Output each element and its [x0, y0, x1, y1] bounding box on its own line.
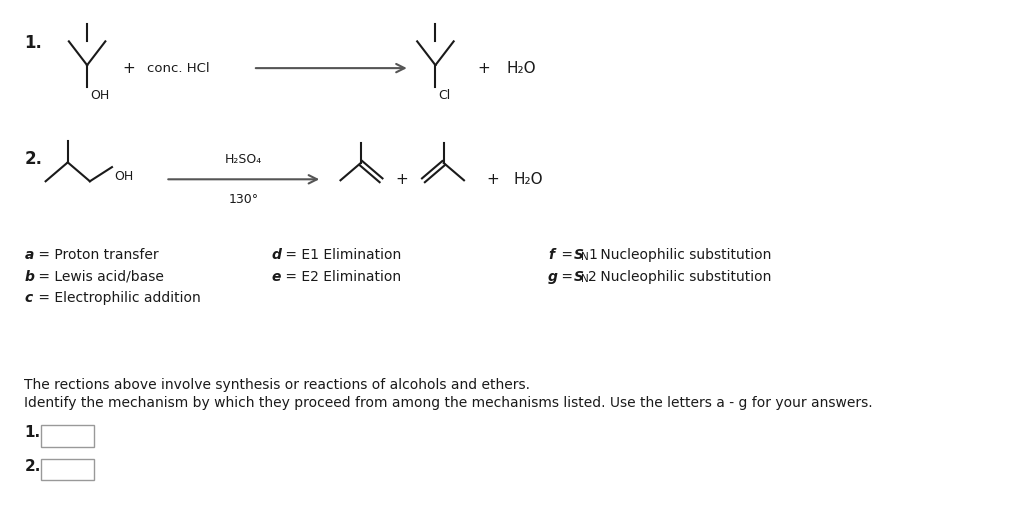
Text: Nucleophilic substitution: Nucleophilic substitution — [596, 270, 771, 284]
Text: =: = — [557, 248, 578, 262]
Text: f: f — [548, 248, 554, 262]
Text: H₂SO₄: H₂SO₄ — [225, 152, 262, 166]
Text: 1.: 1. — [25, 34, 42, 52]
Text: +: + — [122, 61, 135, 76]
Text: S: S — [573, 270, 584, 284]
Text: OH: OH — [115, 170, 134, 183]
Text: +: + — [477, 61, 489, 76]
Text: = Proton transfer: = Proton transfer — [34, 248, 159, 262]
Text: 130°: 130° — [228, 193, 259, 206]
Text: S: S — [573, 248, 584, 262]
Text: 2.: 2. — [25, 150, 42, 168]
Text: d: d — [271, 248, 282, 262]
Text: = E1 Elimination: = E1 Elimination — [281, 248, 400, 262]
FancyBboxPatch shape — [41, 425, 94, 447]
Text: Identify the mechanism by which they proceed from among the mechanisms listed. U: Identify the mechanism by which they pro… — [25, 396, 873, 410]
Text: Cl: Cl — [438, 89, 451, 102]
Text: c: c — [25, 292, 33, 306]
Text: 1.: 1. — [25, 425, 41, 440]
Text: 2: 2 — [589, 270, 597, 284]
FancyBboxPatch shape — [41, 459, 94, 480]
Text: =: = — [557, 270, 578, 284]
Text: Nucleophilic substitution: Nucleophilic substitution — [596, 248, 771, 262]
Text: conc. HCl: conc. HCl — [147, 62, 210, 75]
Text: The rections above involve synthesis or reactions of alcohols and ethers.: The rections above involve synthesis or … — [25, 378, 530, 392]
Text: g: g — [548, 270, 558, 284]
Text: +: + — [396, 172, 409, 187]
Text: N: N — [581, 252, 589, 262]
Text: OH: OH — [90, 89, 110, 102]
Text: b: b — [25, 270, 35, 284]
Text: H₂O: H₂O — [514, 172, 544, 187]
Text: = Electrophilic addition: = Electrophilic addition — [34, 292, 201, 306]
Text: +: + — [486, 172, 499, 187]
Text: 1: 1 — [589, 248, 597, 262]
Text: = E2 Elimination: = E2 Elimination — [281, 270, 400, 284]
Text: N: N — [581, 274, 589, 284]
Text: a: a — [25, 248, 34, 262]
Text: 2.: 2. — [25, 459, 41, 474]
Text: H₂O: H₂O — [507, 61, 536, 76]
Text: = Lewis acid/base: = Lewis acid/base — [34, 270, 164, 284]
Text: e: e — [271, 270, 281, 284]
